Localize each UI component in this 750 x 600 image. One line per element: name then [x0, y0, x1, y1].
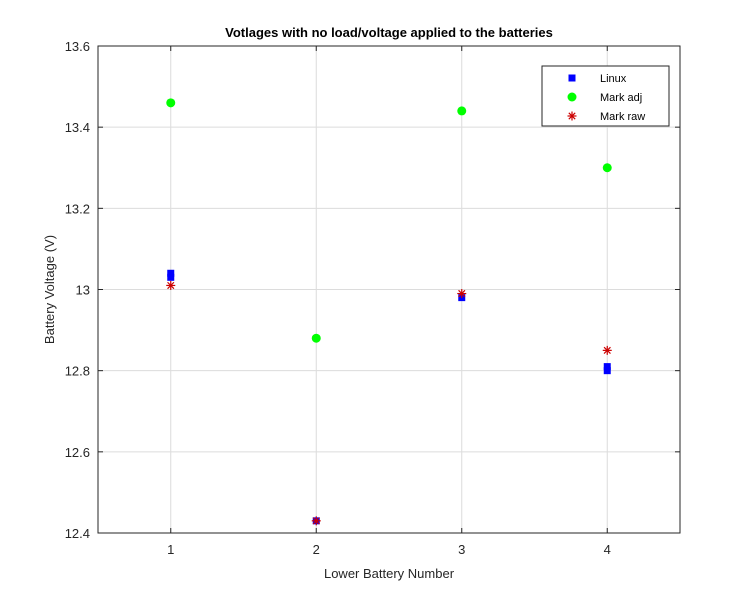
point-mark-adj	[311, 333, 321, 343]
x-tick-label: 4	[604, 542, 611, 557]
point-mark-raw	[602, 345, 612, 355]
y-axis-ticks: 12.4 12.6 12.8 13 13.2 13.4 13.6	[65, 39, 680, 541]
point-linux	[603, 363, 611, 371]
point-linux	[167, 269, 175, 277]
asterisk-stroke	[312, 517, 320, 525]
x-tick-label: 3	[458, 542, 465, 557]
y-tick-label: 12.4	[65, 526, 90, 541]
legend-label-linux: Linux	[600, 73, 627, 85]
chart-title: Votlages with no load/voltage applied to…	[225, 25, 553, 40]
y-tick-label: 12.6	[65, 445, 90, 460]
legend-label-mark-raw: Mark raw	[600, 111, 645, 123]
asterisk-stroke	[458, 289, 466, 298]
y-axis-label: Battery Voltage (V)	[42, 235, 57, 344]
point-mark-adj	[602, 163, 612, 173]
x-axis-ticks: 1 2 3 4	[167, 46, 611, 557]
legend-box	[541, 65, 670, 127]
point-linux	[167, 273, 175, 281]
data-points	[166, 98, 612, 526]
point-mark-raw	[311, 516, 321, 526]
asterisk-stroke	[167, 281, 175, 290]
y-tick-label: 13	[76, 283, 90, 298]
x-tick-label: 1	[167, 542, 174, 557]
point-linux	[603, 367, 611, 375]
y-tick-label: 13.6	[65, 39, 90, 54]
y-tick-label: 12.8	[65, 364, 90, 379]
y-tick-label: 13.2	[65, 201, 90, 216]
asterisk-stroke	[568, 112, 576, 120]
legend-label-mark-adj: Mark adj	[600, 92, 642, 104]
asterisk-stroke	[603, 346, 611, 354]
y-tick-label: 13.4	[65, 120, 90, 135]
point-mark-raw	[166, 280, 176, 290]
legend-marker-linux	[568, 74, 576, 82]
x-tick-label: 2	[313, 542, 320, 557]
legend: Linux Mark adj Mark raw	[541, 65, 670, 127]
point-mark-adj	[457, 106, 467, 116]
point-mark-adj	[166, 98, 176, 108]
legend-marker-mark-adj	[567, 92, 577, 102]
x-axis-label: Lower Battery Number	[324, 566, 455, 581]
point-mark-raw	[457, 289, 467, 299]
legend-marker-mark-raw	[567, 111, 577, 121]
